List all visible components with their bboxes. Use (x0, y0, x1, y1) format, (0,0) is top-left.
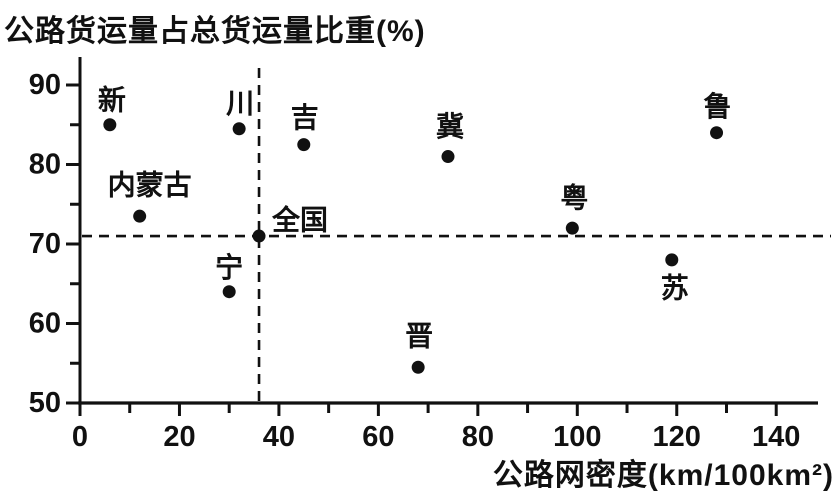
data-point-label: 宁 (215, 251, 243, 283)
data-point (665, 253, 679, 267)
data-point-label: 新 (98, 84, 126, 115)
x-axis-tick-label: 20 (163, 421, 195, 453)
data-point-label: 鲁 (704, 91, 732, 122)
data-point (133, 209, 147, 223)
x-axis-tick-label: 0 (72, 421, 88, 453)
x-axis-tick-label: 60 (362, 421, 394, 453)
data-point (252, 229, 266, 243)
y-axis-tick-label: 90 (29, 69, 61, 101)
data-point (441, 150, 455, 164)
y-axis-tick-label: 70 (29, 228, 61, 260)
x-axis-tick-label: 140 (752, 421, 800, 453)
data-point-label: 吉 (291, 102, 319, 133)
data-point (710, 126, 724, 140)
x-axis-label: 公路网密度(km/100km²) (492, 459, 834, 492)
data-point (565, 221, 579, 235)
data-point (232, 122, 246, 136)
data-point (222, 285, 236, 299)
data-point (411, 360, 425, 374)
x-axis-tick-label: 120 (653, 421, 701, 453)
data-point-label: 苏 (661, 272, 689, 303)
data-point-label: 冀 (436, 111, 464, 142)
x-axis-tick-label: 80 (462, 421, 494, 453)
data-point-label: 内蒙古 (108, 170, 192, 201)
data-point-label: 粤 (560, 182, 588, 214)
x-axis-tick-label: 40 (263, 421, 295, 453)
x-axis-tick-label: 100 (553, 421, 601, 453)
y-axis-tick-label: 50 (29, 387, 61, 419)
chart-title: 公路货运量占总货运量比重(%) (4, 15, 426, 48)
data-point-label: 全国 (271, 204, 328, 236)
y-axis-tick-label: 80 (29, 149, 61, 181)
data-point-label: 晋 (405, 321, 433, 352)
data-point-label: 川 (226, 88, 254, 119)
y-axis-tick-label: 60 (29, 308, 61, 340)
data-point (297, 138, 311, 152)
data-point (103, 118, 117, 132)
